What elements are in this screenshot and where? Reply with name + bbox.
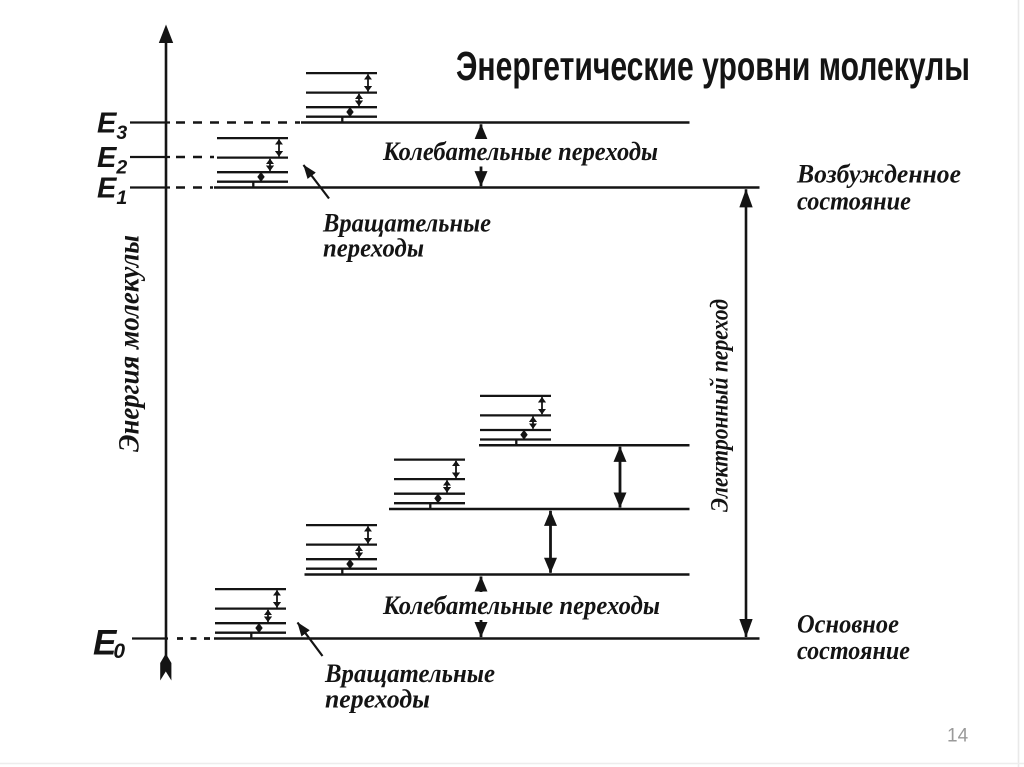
svg-text:Энергия молекулы: Энергия молекулы	[113, 235, 146, 452]
svg-text:Электронный переход: Электронный переход	[707, 299, 734, 512]
svg-text:14: 14	[947, 726, 969, 747]
svg-text:Колебательные переходы: Колебательные переходы	[382, 137, 658, 166]
svg-text:Вращательные: Вращательные	[324, 659, 495, 688]
svg-text:Колебательные переходы: Колебательные переходы	[382, 591, 660, 620]
svg-text:Вращательные: Вращательные	[322, 209, 491, 238]
svg-text:Возбужденное: Возбужденное	[796, 160, 961, 189]
svg-text:Основное: Основное	[797, 610, 899, 639]
svg-text:E1: E1	[97, 173, 127, 210]
svg-text:переходы: переходы	[325, 685, 430, 714]
svg-text:состояние: состояние	[797, 636, 910, 665]
svg-text:переходы: переходы	[323, 234, 424, 263]
svg-text:Энергетические уровни молекулы: Энергетические уровни молекулы	[456, 43, 970, 89]
svg-text:состояние: состояние	[797, 187, 911, 216]
